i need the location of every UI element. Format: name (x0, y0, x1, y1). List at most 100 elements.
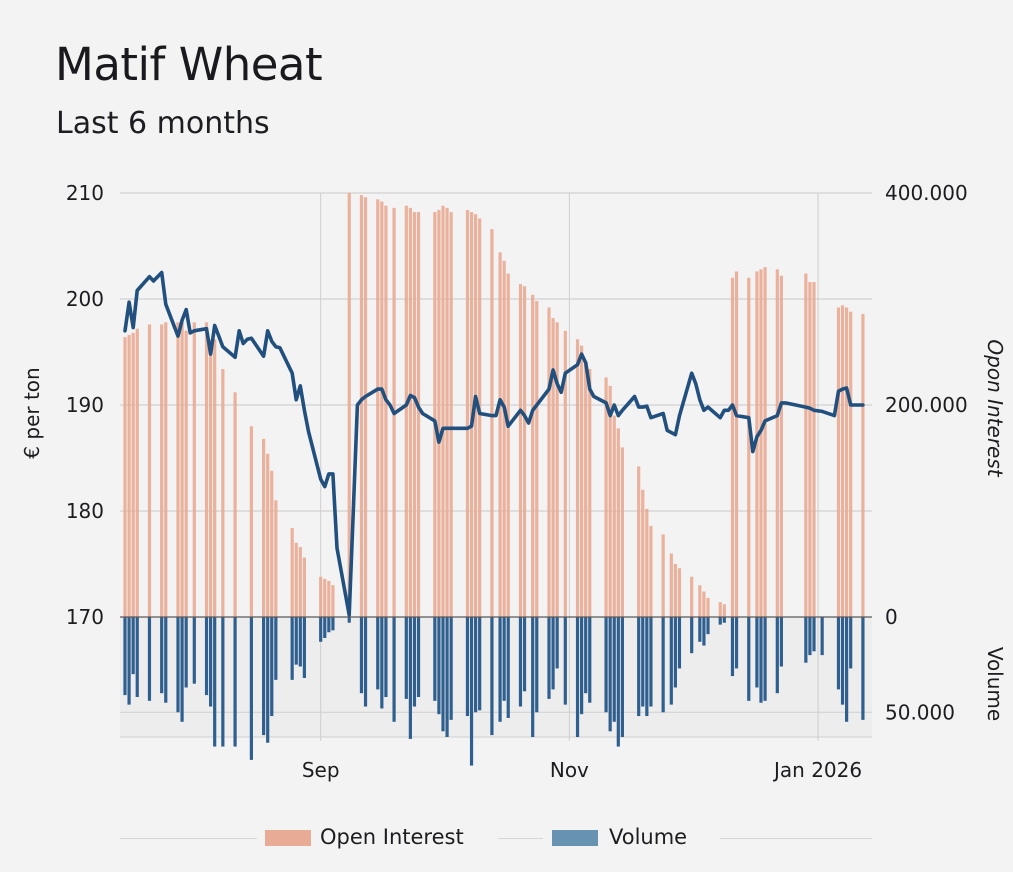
open-interest-bar (131, 332, 135, 617)
open-interest-bar (376, 199, 380, 618)
volume-bar (294, 617, 298, 665)
open-interest-bar (449, 212, 453, 617)
volume-bar (359, 617, 364, 694)
volume-bar (331, 617, 335, 631)
volume-bar (384, 617, 388, 698)
volume-bar (845, 617, 849, 722)
volume-bar (734, 617, 739, 669)
open-interest-bar (759, 269, 763, 617)
open-interest-bar (616, 428, 620, 617)
volume-bar (408, 617, 412, 739)
volume-bar (160, 617, 164, 694)
volume-bar (820, 617, 824, 656)
open-interest-bars (123, 193, 865, 618)
volume-bar (490, 617, 494, 736)
open-interest-bar (160, 324, 164, 617)
open-interest-bar (608, 385, 612, 617)
open-interest-bar (490, 229, 494, 618)
open-interest-bar (249, 426, 253, 617)
open-interest-bar (677, 568, 682, 617)
legend-swatch-volume (552, 830, 598, 846)
volume-bar (209, 617, 213, 707)
open-interest-bar (563, 330, 567, 617)
volume-bar (759, 617, 763, 703)
price-tick-label: 170 (66, 605, 104, 629)
open-interest-bar (266, 453, 270, 617)
volume-bar (804, 617, 808, 663)
volume-bar (836, 617, 841, 690)
open-interest-bar (804, 273, 808, 617)
open-interest-bar (836, 307, 841, 617)
volume-bar (290, 617, 294, 680)
volume-bar (437, 617, 441, 715)
volume-bar (502, 617, 506, 701)
volume-bar (180, 617, 184, 722)
open-interest-bar (445, 207, 449, 617)
open-interest-bar (690, 576, 694, 617)
open-interest-bar (755, 271, 759, 617)
open-interest-bar (347, 193, 351, 617)
volume-bar (465, 617, 470, 717)
volume-bar (147, 617, 152, 701)
volume-bar (551, 617, 555, 690)
open-interest-bar (779, 275, 783, 617)
volume-bar (221, 617, 225, 747)
volume-bar (535, 617, 539, 713)
volume-bar (612, 617, 616, 722)
open-interest-bar (580, 345, 584, 617)
open-interest-bar (747, 277, 751, 617)
open-interest-bar (547, 307, 551, 617)
open-interest-bar (416, 212, 421, 617)
open-interest-bar (730, 277, 735, 617)
volume-bar (127, 617, 131, 705)
open-interest-bar (474, 214, 478, 617)
open-interest-tick-label: 200.000 (885, 393, 968, 417)
volume-bar (135, 617, 139, 698)
volume-bar (702, 617, 706, 646)
open-interest-bar (221, 368, 225, 617)
volume-bar (637, 617, 641, 717)
open-interest-bar (845, 307, 849, 617)
volume-bar (498, 617, 502, 722)
open-interest-bar (465, 209, 470, 617)
volume-bar (274, 617, 278, 680)
open-interest-bar (808, 282, 812, 617)
open-interest-bar (775, 269, 779, 617)
volume-bar (204, 617, 209, 696)
volume-axis-title: Volume (983, 647, 1007, 721)
open-interest-bar (706, 597, 710, 617)
volume-bar (649, 617, 653, 707)
open-interest-bar (502, 260, 506, 617)
open-interest-bar (127, 335, 131, 617)
legend-swatch-open-interest (265, 830, 311, 846)
open-interest-bar (604, 377, 608, 617)
volume-bar (661, 617, 665, 713)
volume-bar (531, 617, 535, 738)
legend-divider (120, 838, 257, 839)
volume-bar (555, 617, 559, 669)
volume-bar (478, 617, 482, 711)
open-interest-bar (637, 466, 641, 617)
volume-bar (755, 617, 759, 688)
open-interest-tick-label: 0 (885, 605, 898, 629)
price-tick-label: 210 (66, 181, 104, 205)
volume-bar (327, 617, 331, 633)
volume-bar (730, 617, 735, 677)
volume-bar (441, 617, 445, 732)
open-interest-bar (192, 322, 196, 617)
volume-bar (123, 617, 127, 696)
volume-bar (445, 617, 449, 738)
volume-pane-background (120, 617, 872, 737)
volume-bar (580, 617, 584, 715)
volume-bar (763, 617, 767, 701)
volume-bar (376, 617, 380, 690)
price-line (123, 270, 865, 617)
open-interest-bar (437, 209, 441, 617)
open-interest-bar (575, 339, 580, 617)
open-interest-bar (661, 534, 665, 617)
open-interest-bar (404, 205, 408, 617)
volume-bar (849, 617, 853, 669)
volume-bar (779, 617, 783, 667)
open-interest-bar (327, 580, 331, 617)
